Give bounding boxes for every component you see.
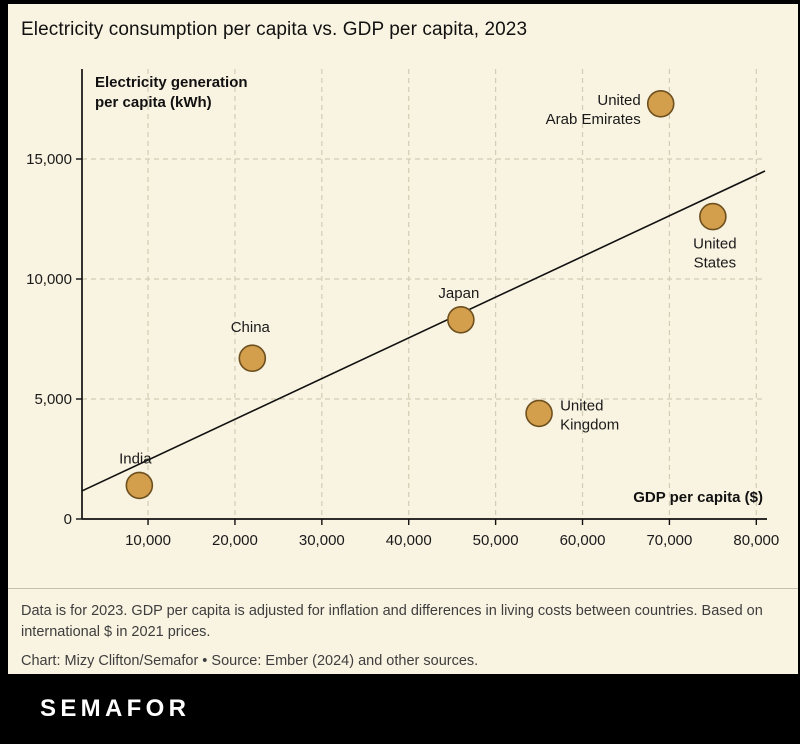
data-point-label-united-states: States [694, 255, 737, 272]
data-point-label-united-kingdom: United [560, 397, 603, 414]
x-tick-label: 40,000 [386, 532, 432, 549]
x-tick-label: 10,000 [125, 532, 171, 549]
data-point-india [125, 471, 154, 500]
footnote: Data is for 2023. GDP per capita is adju… [21, 603, 763, 641]
chart-area: 10,000 20,000 30,000 40,000 50,000 60,000 70,0… [8, 54, 798, 588]
data-point-label-united-states: United [693, 236, 736, 253]
x-tick-label: 50,000 [473, 532, 519, 549]
divider [8, 588, 798, 589]
x-axis-title: GDP per capita ($) [633, 489, 763, 506]
trend-line [81, 170, 766, 492]
data-point-label-united-kingdom: Kingdom [560, 416, 619, 433]
x-tick-label: 70,000 [646, 532, 692, 549]
x-tick-label: 30,000 [299, 532, 345, 549]
y-axis-title: per capita (kWh) [95, 94, 212, 111]
chart-title: Electricity consumption per capita vs. G… [21, 19, 528, 40]
y-axis-title: Electricity generation [95, 74, 248, 91]
x-tick-label: 60,000 [560, 532, 606, 549]
data-point-japan [447, 305, 475, 334]
y-tick-label: 5,000 [34, 391, 72, 408]
data-point-label-united-arab-emirates: Arab Emirates [546, 111, 641, 128]
data-point-label-china: China [231, 319, 271, 336]
y-tick-label: 0 [64, 511, 72, 528]
data-point-united-kingdom [525, 399, 553, 428]
data-point-united-states [699, 202, 727, 231]
semafor-logo: SEMAFOR [40, 695, 191, 722]
y-tick-label: 10,000 [26, 271, 72, 288]
data-point-label-japan: Japan [438, 285, 479, 302]
y-tick-label: 15,000 [26, 151, 72, 168]
data-point-label-united-arab-emirates: United [597, 92, 640, 109]
x-tick-label: 80,000 [733, 532, 779, 549]
logo-bar: SEMAFOR [8, 674, 798, 744]
data-point-china [238, 344, 267, 373]
credit-line: Chart: Mizy Clifton/Semafor • Source: Em… [21, 653, 479, 670]
data-point-label-india: India [119, 450, 152, 467]
data-point-united-arab-emirates [646, 89, 675, 118]
x-tick-label: 20,000 [212, 532, 258, 549]
scatter-plot: 10,000 20,000 30,000 40,000 50,000 60,000 70,0… [26, 69, 779, 549]
